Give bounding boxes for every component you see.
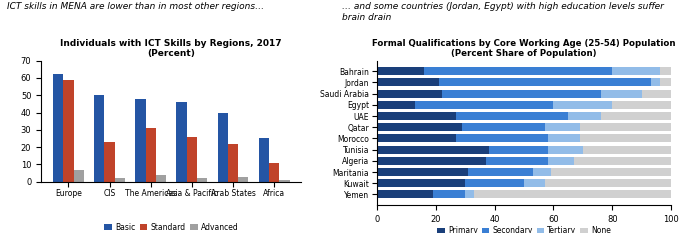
Bar: [197, 178, 208, 182]
Bar: [465, 179, 524, 187]
Bar: [279, 180, 290, 182]
Bar: [238, 177, 249, 182]
Bar: [601, 112, 671, 120]
Bar: [612, 101, 671, 109]
Bar: [377, 89, 442, 98]
Bar: [135, 99, 145, 182]
Bar: [474, 190, 671, 199]
Bar: [377, 179, 465, 187]
Bar: [433, 190, 465, 199]
Bar: [377, 123, 462, 131]
Bar: [377, 190, 433, 199]
Bar: [583, 146, 671, 154]
Title: Individuals with ICT Skills by Regions, 2017
(Percent): Individuals with ICT Skills by Regions, …: [60, 39, 282, 58]
Text: ICT skills in MENA are lower than in most other regions…: ICT skills in MENA are lower than in mos…: [7, 2, 264, 11]
Bar: [468, 168, 533, 176]
Bar: [547, 146, 583, 154]
Bar: [601, 89, 642, 98]
Text: … and some countries (Jordan, Egypt) with high education levels suffer
brain dra: … and some countries (Jordan, Egypt) wit…: [342, 2, 664, 22]
Bar: [73, 170, 84, 182]
Bar: [486, 157, 547, 165]
Bar: [377, 101, 415, 109]
Bar: [177, 102, 187, 182]
Bar: [568, 112, 601, 120]
Bar: [94, 95, 104, 182]
Bar: [612, 67, 660, 75]
Bar: [545, 179, 671, 187]
Bar: [547, 134, 580, 142]
Bar: [642, 89, 671, 98]
Bar: [53, 74, 63, 182]
Bar: [438, 78, 651, 86]
Bar: [533, 168, 551, 176]
Bar: [377, 112, 456, 120]
Legend: Basic, Standard, Advanced: Basic, Standard, Advanced: [101, 219, 242, 233]
Legend: Primary, Secondary, Tertiary, None: Primary, Secondary, Tertiary, None: [434, 223, 614, 233]
Bar: [456, 112, 568, 120]
Bar: [545, 123, 580, 131]
Bar: [145, 128, 155, 182]
Bar: [114, 178, 125, 182]
Bar: [63, 80, 73, 182]
Bar: [553, 101, 612, 109]
Bar: [424, 67, 612, 75]
Bar: [218, 113, 228, 182]
Bar: [456, 134, 547, 142]
Bar: [574, 157, 671, 165]
Bar: [651, 78, 660, 86]
Bar: [377, 78, 438, 86]
Bar: [524, 179, 545, 187]
Bar: [547, 157, 574, 165]
Bar: [104, 142, 114, 182]
Bar: [377, 168, 468, 176]
Bar: [259, 138, 269, 182]
Bar: [187, 137, 197, 182]
Bar: [462, 123, 545, 131]
Bar: [377, 157, 486, 165]
Bar: [660, 67, 671, 75]
Title: Formal Qualifications by Core Working Age (25-54) Population
(Percent Share of P: Formal Qualifications by Core Working Ag…: [372, 39, 676, 58]
Bar: [580, 123, 671, 131]
Bar: [660, 78, 671, 86]
Bar: [377, 146, 488, 154]
Bar: [269, 163, 279, 182]
Bar: [580, 134, 671, 142]
Bar: [488, 146, 547, 154]
Bar: [377, 67, 424, 75]
Bar: [377, 134, 456, 142]
Bar: [442, 89, 601, 98]
Bar: [415, 101, 553, 109]
Bar: [465, 190, 474, 199]
Bar: [551, 168, 671, 176]
Bar: [155, 175, 166, 182]
Bar: [228, 144, 238, 182]
